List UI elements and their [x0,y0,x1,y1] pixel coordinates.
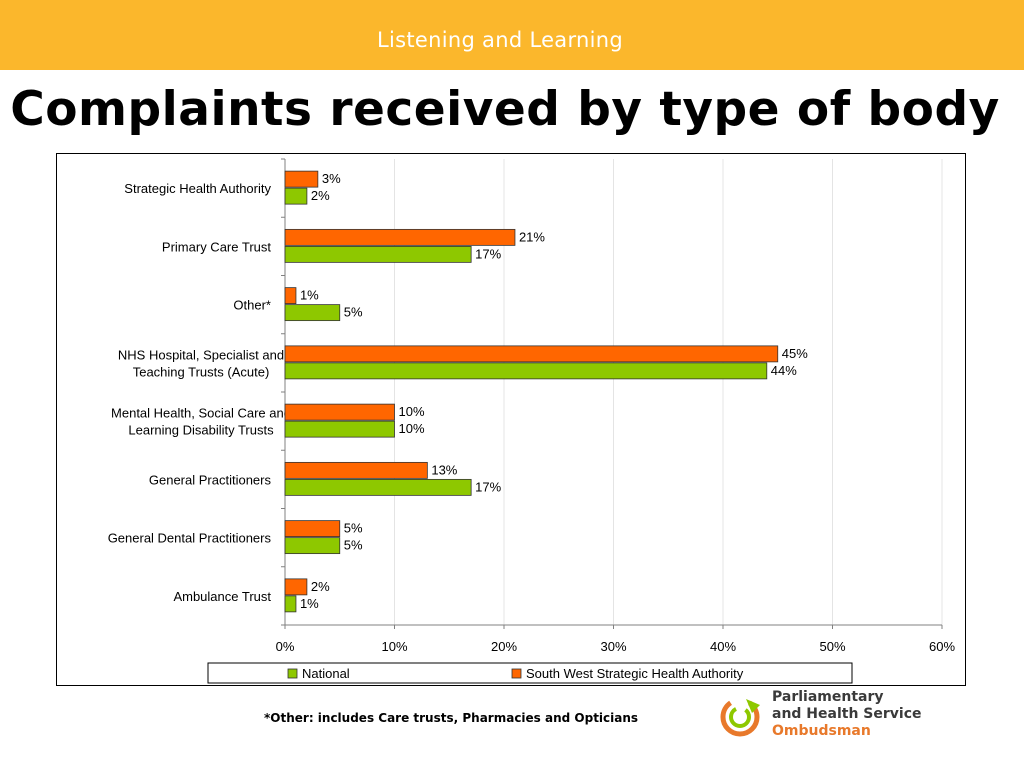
category-label: General Practitioners [149,472,272,487]
x-tick-label: 60% [929,639,955,654]
ombudsman-logo-icon [720,697,760,737]
data-label-national: 5% [344,538,363,553]
bar-national [284,478,472,496]
category-label: Strategic Health Authority [124,181,271,196]
data-label-south-west: 10% [399,404,425,419]
bar-national [284,187,308,205]
bar-national [284,420,395,438]
data-label-south-west: 3% [322,171,341,186]
data-label-national: 2% [311,188,330,203]
data-label-south-west: 5% [344,521,363,536]
category-label: Other* [233,298,271,313]
x-tick-label: 40% [710,639,736,654]
x-tick-label: 20% [491,639,517,654]
slide-title: Complaints received by type of body [10,82,1000,137]
x-tick-label: 50% [819,639,845,654]
bar-national [284,245,472,263]
legend-box [207,662,853,684]
bar-national [284,304,341,322]
ombudsman-logo: Parliamentary and Health Service Ombudsm… [716,689,1016,745]
legend-swatch-south-west [511,668,522,679]
data-label-national: 1% [300,596,319,611]
chart-frame: 0% 10% 20% 30% 40% 50% 60% Strategic Health Aut… [56,153,966,686]
bar-south-west [284,461,428,479]
data-label-national: 10% [399,421,425,436]
data-label-south-west: 1% [300,288,319,303]
data-label-national: 17% [475,246,501,261]
bar-national [284,537,341,555]
category-label: Mental Health, Social Care and Learning D… [111,406,291,438]
x-tick-label: 0% [276,639,295,654]
category-label: NHS Hospital, Specialist and Teaching Tru… [118,347,284,379]
data-label-south-west: 13% [431,462,457,477]
legend-swatch-national [287,668,298,679]
category-label: General Dental Practitioners [108,531,272,546]
data-label-national: 44% [771,363,797,378]
bar-south-west [284,287,297,305]
bar-south-west [284,520,341,538]
data-label-national: 17% [475,479,501,494]
data-label-national: 5% [344,305,363,320]
logo-line-2: and Health Service [772,706,922,722]
logo-line-3: Ombudsman [772,723,871,739]
category-label: Primary Care Trust [162,239,271,254]
data-label-south-west: 2% [311,579,330,594]
bar-national [284,595,297,613]
bar-south-west [284,228,516,246]
bar-south-west [284,345,779,363]
x-tick-label: 30% [600,639,626,654]
legend-label-national: National [302,666,350,681]
bar-chart: 0% 10% 20% 30% 40% 50% 60% Strategic Health Aut… [108,158,955,684]
category-label: Ambulance Trust [173,589,271,604]
banner-text: Listening and Learning [376,28,624,52]
header-banner: Listening and Learning [0,0,1024,70]
x-tick-label: 10% [381,639,407,654]
logo-line-1: Parliamentary [772,689,884,705]
data-label-south-west: 21% [519,229,545,244]
footnote: *Other: includes Care trusts, Pharmacies… [264,711,639,725]
bar-south-west [284,578,308,596]
legend-label-south-west: South West Strategic Health Authority [526,666,744,681]
bar-south-west [284,403,395,421]
logo-text: Parliamentary and Health Service Ombudsm… [772,689,922,740]
bar-national [284,362,768,380]
data-label-south-west: 45% [782,346,808,361]
bar-south-west [284,170,319,188]
